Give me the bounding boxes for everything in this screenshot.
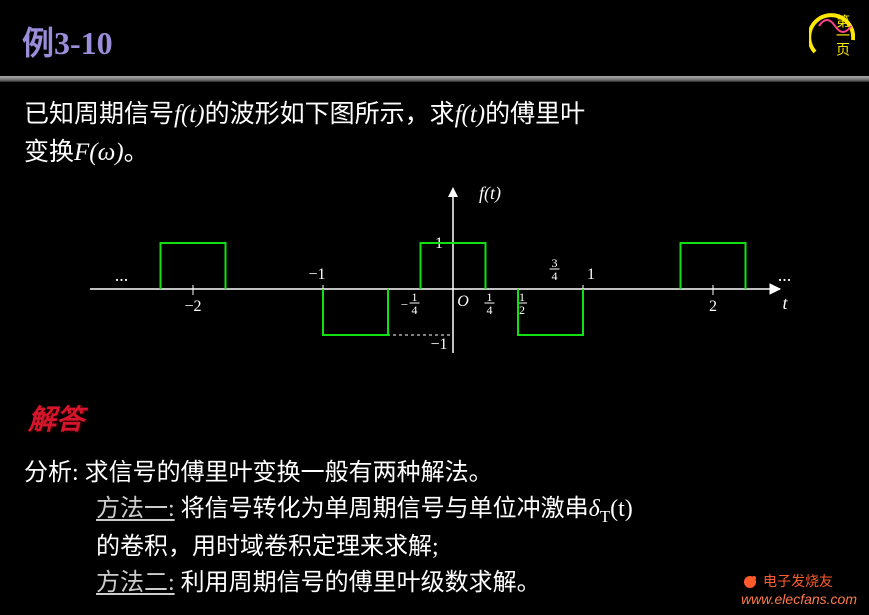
svg-text:1: 1 — [486, 290, 492, 304]
example-title: 例3-10 — [0, 0, 869, 64]
svg-text:4: 4 — [486, 303, 492, 317]
watermark-url: www.elecfans.com — [741, 591, 857, 607]
svg-text:1: 1 — [411, 290, 417, 304]
svg-text:−2: −2 — [184, 298, 201, 315]
svg-text:4: 4 — [411, 303, 417, 317]
analysis-intro: 求信号的傅里叶变换一般有两种解法。 — [85, 460, 493, 486]
method1-link[interactable]: 方法一: — [96, 496, 175, 522]
svg-text:2: 2 — [709, 298, 717, 315]
svg-text:3: 3 — [551, 256, 557, 270]
svg-text:1: 1 — [587, 266, 595, 283]
svg-text:...: ... — [777, 265, 791, 285]
text: 变换 — [24, 139, 74, 166]
delta-sub: T — [600, 507, 610, 526]
delta-symbol: δ — [589, 496, 600, 522]
text: 已知周期信号 — [24, 101, 174, 128]
analysis-prefix: 分析: — [24, 460, 79, 486]
svg-text:t: t — [782, 293, 788, 313]
svg-text:f(t): f(t) — [479, 183, 501, 204]
solution-label[interactable]: 解答 — [28, 398, 84, 438]
svg-text:−1: −1 — [308, 266, 325, 283]
text: 。 — [124, 139, 149, 166]
svg-text:−: − — [400, 297, 407, 312]
svg-text:O: O — [457, 293, 469, 310]
svg-text:1: 1 — [519, 290, 525, 304]
math-func: f(t) — [455, 101, 486, 128]
method1-text-a: 将信号转化为单周期信号与单位冲激串 — [181, 496, 589, 522]
svg-text:2: 2 — [519, 303, 525, 317]
watermark: 电子发烧友 www.elecfans.com — [741, 571, 857, 607]
method1-text-b: 的卷积，用时域卷积定理来求解; — [24, 529, 633, 565]
text: 的傅里叶 — [485, 101, 585, 128]
math-func: f(t) — [174, 101, 205, 128]
svg-text:4: 4 — [551, 269, 557, 283]
page-number-label: 第一页 — [834, 14, 849, 56]
problem-statement: 已知周期信号f(t)的波形如下图所示，求f(t)的傅里叶 变换F(ω)。 — [0, 82, 869, 171]
chart-svg: tf(t)O1−1−2−1−1414123412...... — [75, 179, 795, 369]
method2-text: 利用周期信号的傅里叶级数求解。 — [181, 570, 541, 596]
method2-link[interactable]: 方法二: — [96, 570, 175, 596]
watermark-icon — [741, 573, 759, 591]
delta-arg: (t) — [610, 496, 633, 522]
waveform-chart: tf(t)O1−1−2−1−1414123412...... — [75, 179, 795, 369]
text: 的波形如下图所示，求 — [205, 101, 455, 128]
math-func: F(ω) — [74, 139, 124, 166]
analysis-section: 分析: 求信号的傅里叶变换一般有两种解法。 方法一: 将信号转化为单周期信号与单… — [0, 455, 657, 601]
svg-text:−1: −1 — [430, 336, 447, 353]
svg-text:...: ... — [114, 265, 128, 285]
watermark-brand: 电子发烧友 — [763, 575, 833, 590]
